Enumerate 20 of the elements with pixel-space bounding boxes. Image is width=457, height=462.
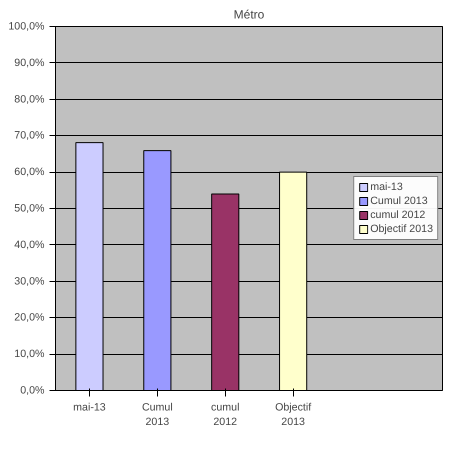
x-tick-label: Objectif 2013 [275, 402, 312, 428]
y-tick-label: 20,0% [14, 312, 46, 324]
y-tick-label: 10,0% [14, 348, 46, 360]
x-tick-label: cumul 2012 [211, 402, 240, 428]
y-tick-label: 80,0% [14, 93, 46, 106]
chart-title: Métro [234, 8, 265, 22]
y-tick-label: 0,0% [20, 384, 46, 396]
legend-label: Objectif 2013 [370, 223, 433, 235]
legend-label: Cumul 2013 [370, 195, 428, 207]
y-tick-label: 30,0% [14, 275, 46, 288]
y-tick-label: 90,0% [14, 56, 46, 69]
legend-label: cumul 2012 [370, 209, 426, 221]
y-tick-label: 70,0% [14, 130, 46, 142]
y-tick-label: 100,0% [8, 20, 46, 32]
legend-label: mai-13 [370, 181, 403, 193]
y-tick-label: 60,0% [14, 166, 46, 178]
y-tick-label: 50,0% [14, 202, 46, 214]
x-tick-label: Cumul 2013 [142, 402, 173, 428]
x-tick-label: mai-13 [73, 402, 106, 414]
y-tick-label: 40,0% [14, 238, 46, 251]
